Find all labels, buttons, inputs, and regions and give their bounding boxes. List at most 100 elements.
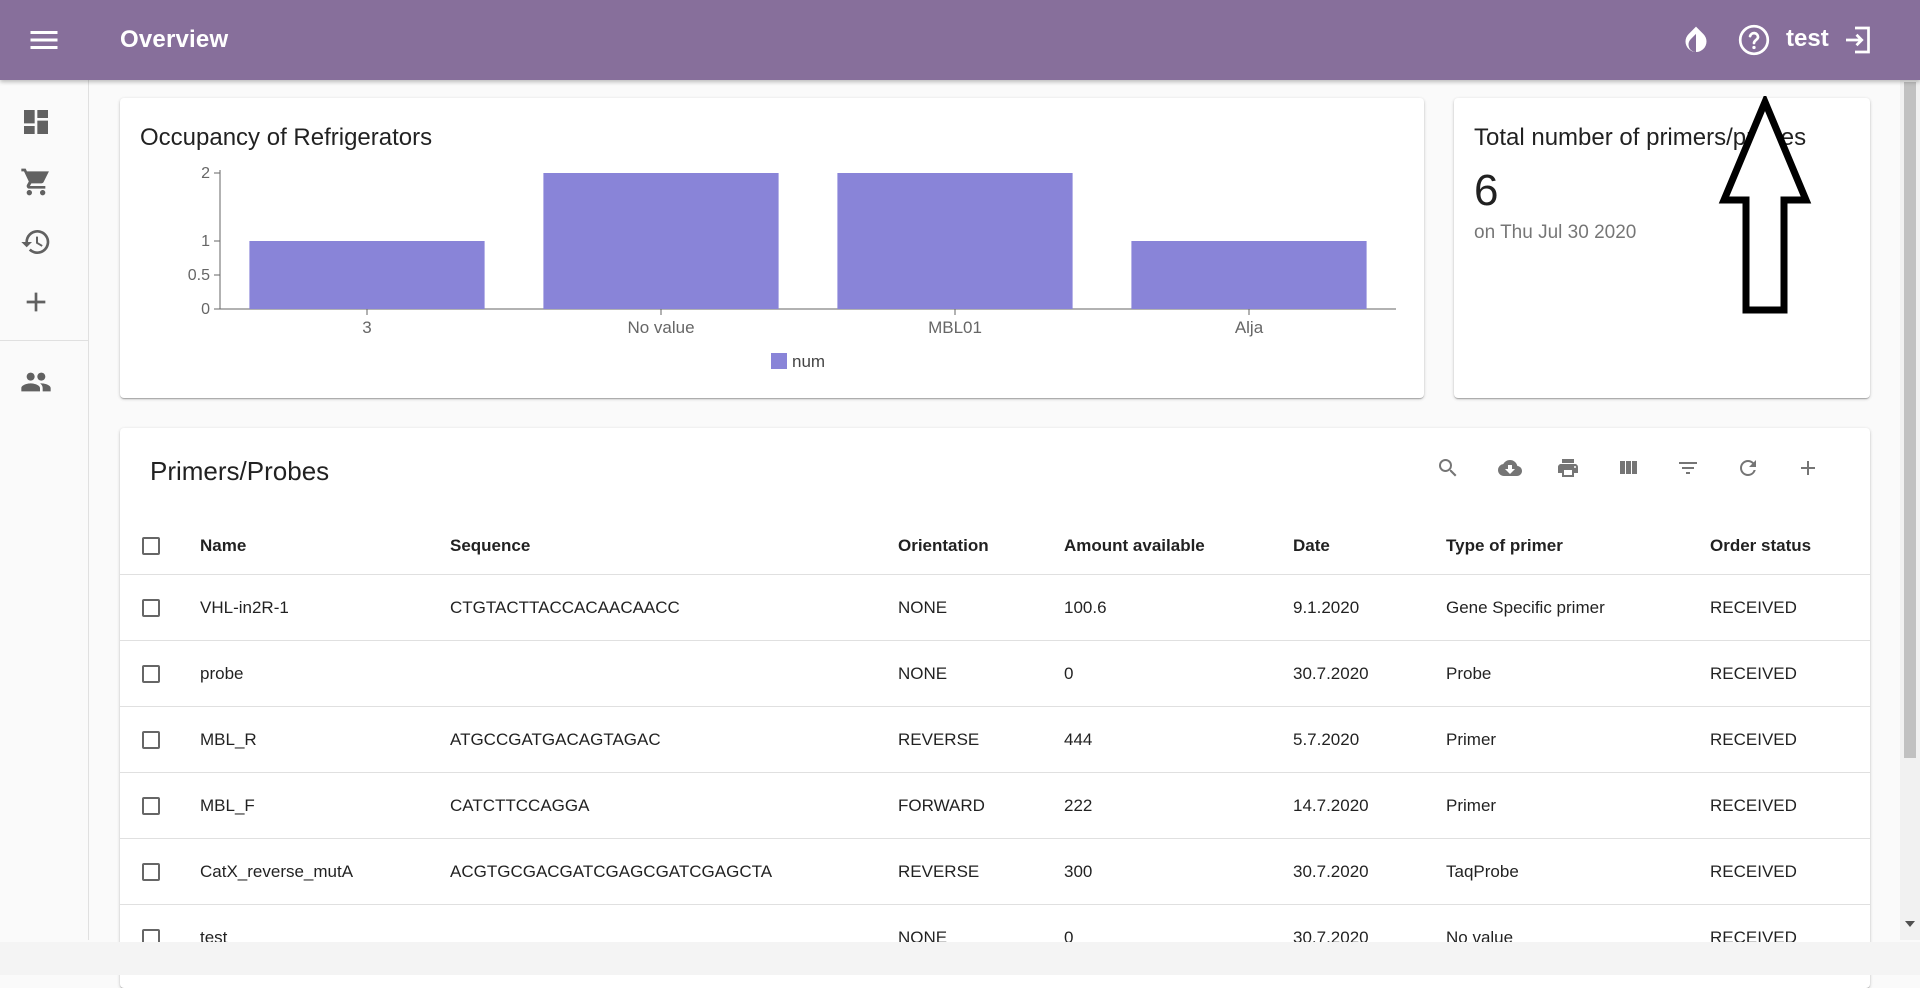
cell-status: RECEIVED	[1710, 640, 1870, 707]
table-header-row: Name Sequence Orientation Amount availab…	[120, 518, 1870, 575]
table-row[interactable]: VHL-in2R-1 CTGTACTTACCACAACAACC NONE 100.6 9…	[120, 574, 1870, 641]
cell-date: 14.7.2020	[1293, 772, 1446, 839]
side-nav	[0, 80, 89, 940]
x-tick-label: No value	[627, 318, 694, 337]
table-row[interactable]: CatX_reverse_mutA ACGTGCGACGATCGAGCGATCGA…	[120, 838, 1870, 905]
user-name[interactable]: test	[1786, 25, 1829, 52]
column-header-date[interactable]: Date	[1293, 518, 1446, 575]
cell-amount: 300	[1064, 838, 1293, 905]
cell-sequence: ATGCCGATGACAGTAGAC	[450, 706, 898, 773]
cell-status: RECEIVED	[1710, 838, 1870, 905]
cell-sequence	[450, 640, 898, 707]
cell-amount: 100.6	[1064, 574, 1293, 641]
bottom-strip	[0, 942, 1920, 975]
legend-label: num	[792, 352, 825, 371]
page-scrollbar[interactable]	[1900, 80, 1920, 940]
cell-date: 30.7.2020	[1293, 640, 1446, 707]
primers-table-card: Primers/Probes Name Sequence Orientation	[120, 428, 1870, 988]
cell-amount: 444	[1064, 706, 1293, 773]
cell-name: MBL_F	[200, 772, 450, 839]
cell-sequence: CATCTTCCAGGA	[450, 772, 898, 839]
y-tick-label: 0	[201, 301, 210, 318]
cell-amount: 0	[1064, 640, 1293, 707]
x-tick-label: Alja	[1235, 318, 1264, 337]
help-icon[interactable]	[1736, 22, 1772, 58]
table-row[interactable]: probe NONE 0 30.7.2020 Probe RECEIVED	[120, 640, 1870, 707]
column-header-name[interactable]: Name	[200, 518, 450, 575]
search-icon[interactable]	[1428, 448, 1468, 488]
cell-name: probe	[200, 640, 450, 707]
cell-type: Gene Specific primer	[1446, 574, 1710, 641]
cell-status: RECEIVED	[1710, 772, 1870, 839]
menu-icon[interactable]	[26, 22, 62, 58]
x-tick-label: MBL01	[928, 318, 982, 337]
print-icon[interactable]	[1548, 448, 1588, 488]
row-checkbox[interactable]	[142, 598, 160, 617]
table-title: Primers/Probes	[150, 456, 330, 486]
x-tick-label: 3	[362, 318, 371, 337]
select-all-checkbox[interactable]	[142, 537, 160, 555]
scroll-down-arrow-icon[interactable]	[1904, 918, 1916, 930]
column-header-type[interactable]: Type of primer	[1446, 518, 1710, 575]
add-icon[interactable]	[1788, 448, 1828, 488]
total-date: on Thu Jul 30 2020	[1474, 222, 1637, 243]
cell-date: 9.1.2020	[1293, 574, 1446, 641]
invert-colors-icon[interactable]	[1678, 22, 1714, 58]
cell-orientation: REVERSE	[898, 838, 1064, 905]
column-header-orientation[interactable]: Orientation	[898, 518, 1064, 575]
cell-name: MBL_R	[200, 706, 450, 773]
y-tick-label: 1	[201, 233, 210, 250]
bar	[249, 241, 485, 309]
cell-date: 5.7.2020	[1293, 706, 1446, 773]
row-checkbox[interactable]	[142, 862, 160, 881]
bar	[1131, 241, 1367, 309]
people-icon[interactable]	[20, 366, 52, 398]
cell-orientation: REVERSE	[898, 706, 1064, 773]
cell-name: CatX_reverse_mutA	[200, 838, 450, 905]
scrollbar-thumb[interactable]	[1904, 82, 1916, 758]
dashboard-icon[interactable]	[20, 106, 52, 138]
download-icon[interactable]	[1488, 448, 1528, 488]
bar	[837, 173, 1073, 309]
history-icon[interactable]	[20, 226, 52, 258]
cart-icon[interactable]	[20, 166, 52, 198]
table-row[interactable]: MBL_R ATGCCGATGACAGTAGAC REVERSE 444 5.7.202…	[120, 706, 1870, 773]
cell-type: Primer	[1446, 706, 1710, 773]
row-checkbox[interactable]	[142, 730, 160, 749]
table-row[interactable]: MBL_F CATCTTCCAGGA FORWARD 222 14.7.2020 Prim…	[120, 772, 1870, 839]
cell-status: RECEIVED	[1710, 706, 1870, 773]
primers-table: Name Sequence Orientation Amount availab…	[120, 518, 1870, 971]
cell-orientation: NONE	[898, 640, 1064, 707]
columns-icon[interactable]	[1608, 448, 1648, 488]
total-primers-card: Total number of primers/probes 6 on Thu …	[1454, 98, 1870, 398]
row-checkbox[interactable]	[142, 664, 160, 683]
cell-type: Probe	[1446, 640, 1710, 707]
cell-orientation: NONE	[898, 574, 1064, 641]
column-header-status[interactable]: Order status	[1710, 518, 1870, 575]
app-bar: Overview test	[0, 0, 1920, 80]
row-checkbox[interactable]	[142, 796, 160, 815]
annotation-arrow	[1718, 96, 1812, 314]
column-header-amount[interactable]: Amount available	[1064, 518, 1293, 575]
cell-type: TaqProbe	[1446, 838, 1710, 905]
logout-icon[interactable]	[1840, 22, 1876, 58]
legend-swatch	[771, 353, 787, 369]
cell-orientation: FORWARD	[898, 772, 1064, 839]
column-header-sequence[interactable]: Sequence	[450, 518, 898, 575]
total-value: 6	[1474, 166, 1499, 215]
occupancy-chart: 0 0.5 1 2 3 No value MBL01 Alja num	[188, 165, 1396, 371]
cell-status: RECEIVED	[1710, 574, 1870, 641]
cell-sequence: ACGTGCGACGATCGAGCGATCGAGCTA	[450, 838, 898, 905]
filter-icon[interactable]	[1668, 448, 1708, 488]
refresh-icon[interactable]	[1728, 448, 1768, 488]
nav-divider	[0, 340, 88, 341]
chart-title: Occupancy of Refrigerators	[140, 124, 433, 151]
cell-date: 30.7.2020	[1293, 838, 1446, 905]
occupancy-card: Occupancy of Refrigerators 0 0.5 1 2 3 No val…	[120, 98, 1424, 398]
y-tick-label: 0.5	[188, 267, 210, 284]
cell-amount: 222	[1064, 772, 1293, 839]
cell-type: Primer	[1446, 772, 1710, 839]
cell-name: VHL-in2R-1	[200, 574, 450, 641]
cell-sequence: CTGTACTTACCACAACAACC	[450, 574, 898, 641]
add-icon[interactable]	[20, 286, 52, 318]
